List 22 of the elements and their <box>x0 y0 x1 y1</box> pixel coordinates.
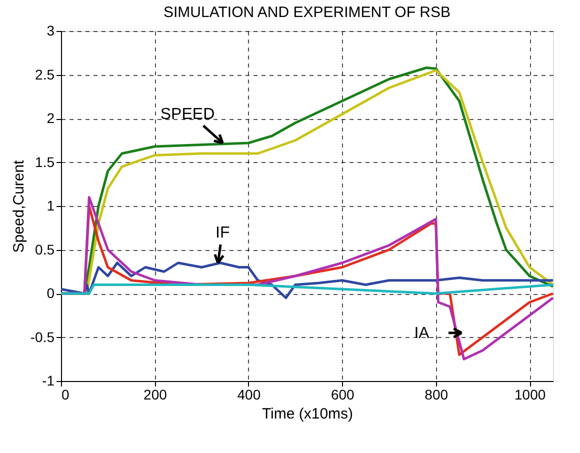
line-series <box>60 262 554 300</box>
x-axis-title: Time (x10ms) <box>262 406 354 422</box>
x-tick-label: 0 <box>62 386 70 402</box>
x-tick-label: 1000 <box>514 386 546 402</box>
y-tick-label: 0 <box>46 285 55 301</box>
y-tick-label: 1 <box>46 198 55 214</box>
annotation: IA <box>414 324 430 342</box>
y-tick-label: 3 <box>46 22 55 38</box>
annotation: IF <box>216 224 230 242</box>
annotation: SPEED <box>160 106 215 124</box>
y-tick-label: -0.5 <box>30 328 55 345</box>
y-tick-label: 1.5 <box>35 154 55 170</box>
x-tick-label: 200 <box>144 386 168 402</box>
x-tick-label: 600 <box>330 386 355 402</box>
y-tick-label: 2 <box>46 110 55 126</box>
chart-title: SIMULATION AND EXPERIMENT OF RSB <box>164 4 450 21</box>
y-tick-label: -1 <box>42 372 55 388</box>
y-tick-label: 0.5 <box>35 241 55 258</box>
y-tick-label: 2.5 <box>35 66 55 82</box>
x-tick-label: 800 <box>424 386 448 402</box>
y-axis-title: Speed,Curent <box>10 159 28 253</box>
x-tick-label: 400 <box>237 386 261 402</box>
